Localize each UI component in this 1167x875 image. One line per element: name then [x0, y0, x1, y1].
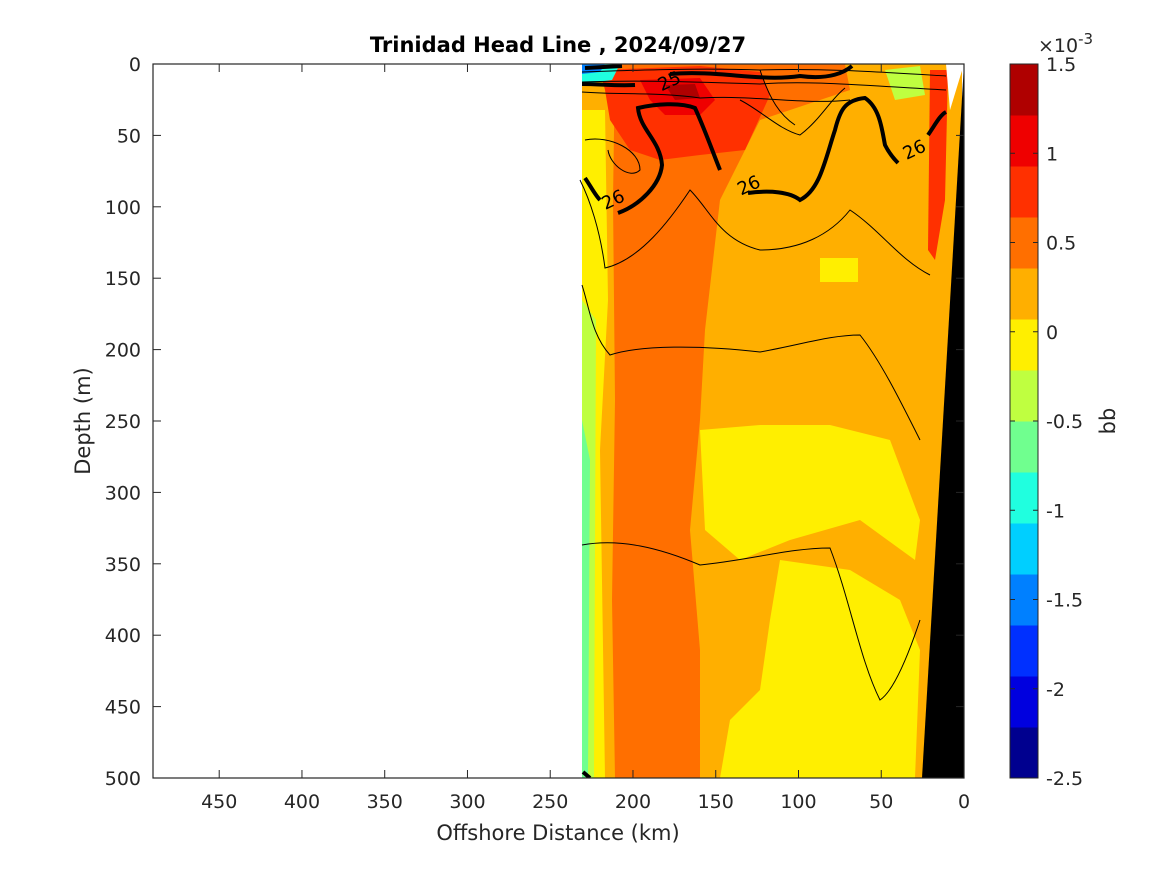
- field-dark-red-core: [665, 84, 700, 100]
- field-coastal-red: [928, 70, 948, 260]
- y-axis-label: Depth (m): [71, 367, 95, 474]
- x-tick-label: 200: [615, 791, 651, 813]
- x-tick-label: 300: [449, 791, 485, 813]
- x-tick-label: 0: [958, 791, 970, 813]
- contour-thick: [669, 64, 854, 80]
- contour-thin: [581, 80, 947, 91]
- y-tick-label: 150: [105, 268, 141, 290]
- contour-thin: [584, 138, 641, 174]
- chart-title: Trinidad Head Line , 2024/09/27: [370, 33, 746, 57]
- contour-thick: [747, 95, 900, 203]
- x-axis-label: Offshore Distance (km): [436, 821, 679, 845]
- colorbar-segment: [1010, 319, 1038, 371]
- colorbar-tick-label: 0.5: [1046, 233, 1076, 255]
- y-tick-label: 200: [105, 340, 141, 362]
- colorbar-segment: [1010, 523, 1038, 575]
- colorbar-tick-label: -1.5: [1046, 590, 1083, 612]
- colorbar-tick-label: -0.5: [1046, 411, 1083, 433]
- field-green-strip: [582, 420, 590, 778]
- colorbar-segment: [1010, 676, 1038, 728]
- colorbar-tick-label: -1: [1046, 500, 1065, 522]
- x-axis: 450 400 350 300 250 200 150 100 50 0: [201, 64, 970, 813]
- contour-thick: [617, 102, 722, 215]
- field-dark-orange-band: [612, 64, 850, 778]
- x-tick-label: 400: [284, 791, 320, 813]
- colorbar-tick-label: -2: [1046, 679, 1065, 701]
- y-tick-label: 250: [105, 411, 141, 433]
- y-tick-label: 500: [105, 768, 141, 790]
- field-yellow-patch-3: [820, 258, 858, 282]
- y-tick-label: 0: [129, 54, 141, 76]
- colorbar-tick-label: 0: [1046, 322, 1058, 344]
- y-axis: 0 50 100 150 200 250 300 350 400 450 500: [105, 54, 964, 790]
- y-tick-label: 50: [117, 125, 141, 147]
- colorbar-segment: [1010, 421, 1038, 473]
- contour-thin: [739, 87, 846, 136]
- colorbar-exponent: ×10-3: [1038, 30, 1093, 57]
- colorbar-exponent-power: -3: [1078, 30, 1093, 48]
- bathymetry-white-wedge: [946, 64, 964, 110]
- field-yellow-patch-2: [720, 560, 920, 778]
- colorbar-segment: [1010, 64, 1038, 116]
- field-yellow-patch-1: [700, 425, 920, 560]
- colorbar-segment: [1010, 268, 1038, 320]
- colorbar: 1.5 1 0.5 0 -0.5 -1 -1.5 -2 -2.5: [1009, 54, 1083, 790]
- contour-lines: [579, 64, 948, 778]
- x-tick-label: 350: [367, 791, 403, 813]
- x-tick-label: 450: [201, 791, 237, 813]
- y-tick-label: 300: [105, 482, 141, 504]
- colorbar-segment: [1010, 166, 1038, 218]
- field-layer: [582, 64, 964, 778]
- contour-thick: [583, 176, 602, 202]
- colorbar-segment: [1010, 370, 1038, 422]
- colorbar-segment: [1010, 115, 1038, 167]
- y-tick-label: 100: [105, 197, 141, 219]
- colorbar-segment: [1010, 625, 1038, 677]
- y-tick-label: 450: [105, 697, 141, 719]
- x-tick-label: 150: [698, 791, 734, 813]
- contour-thick: [581, 82, 636, 88]
- colorbar-exponent-base: ×10: [1038, 35, 1078, 57]
- x-tick-label: 50: [869, 791, 893, 813]
- contour-thin: [581, 284, 921, 441]
- colorbar-tick-label: -2.5: [1046, 768, 1083, 790]
- colorbar-tick-label: 1: [1046, 143, 1058, 165]
- contour-thick: [584, 64, 623, 70]
- x-tick-label: 250: [532, 791, 568, 813]
- contour-thick: [581, 770, 592, 778]
- contour-thin: [581, 91, 851, 102]
- contour-thin: [579, 179, 931, 276]
- colorbar-segment: [1010, 727, 1038, 779]
- colorbar-segment: [1010, 472, 1038, 524]
- colorbar-label: bb: [1096, 408, 1120, 435]
- contour-thick: [926, 110, 948, 137]
- colorbar-tick-label: 1.5: [1046, 54, 1076, 76]
- bathymetry-mask: [922, 64, 964, 778]
- contour-thin: [581, 542, 921, 701]
- x-tick-label: 100: [780, 791, 816, 813]
- y-tick-label: 350: [105, 554, 141, 576]
- y-tick-label: 400: [105, 625, 141, 647]
